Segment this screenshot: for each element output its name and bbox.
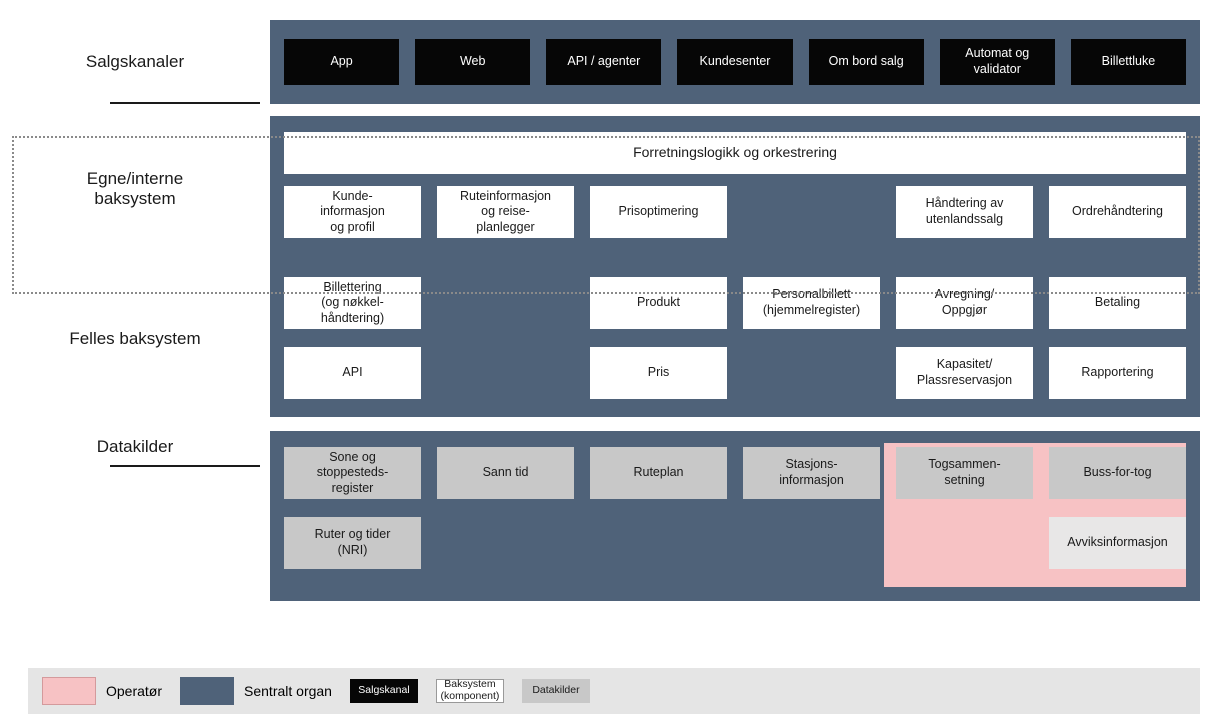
- panel-datakilder: Sone og stoppesteds‐ register Sann tid R…: [270, 431, 1200, 601]
- label-text: Salgskanaler: [86, 52, 184, 72]
- box-kundeinfo: Kunde‐ informasjon og profil: [284, 186, 421, 238]
- box-billettering: Billettering (og nøkkel‐ håndtering): [284, 277, 421, 329]
- label-datakilder: Datakilder: [0, 431, 270, 601]
- row-datakilder: Datakilder Sone og stoppesteds‐ register…: [0, 431, 1222, 601]
- row-egne: Egne/interne baksystem Forretningslogikk…: [0, 116, 1222, 262]
- label-felles: Felles baksystem: [0, 262, 270, 416]
- box-togsammensetning: Togsammen‐ setning: [896, 447, 1033, 499]
- box-personalbillett: Personalbillett (hjemmelregister): [743, 277, 880, 329]
- row-salgskanaler: Salgskanaler App Web API / agenter Kunde…: [0, 20, 1222, 104]
- box-forretningslogikk: Forretningslogikk og orkestrering: [284, 132, 1186, 174]
- box-kapasitet: Kapasitet/ Plassreservasjon: [896, 347, 1033, 399]
- box-api: API: [284, 347, 421, 399]
- legend-label: Operatør: [106, 683, 162, 699]
- box-avregning: Avregning/ Oppgjør: [896, 277, 1033, 329]
- box-ordrehandtering: Ordrehåndtering: [1049, 186, 1186, 238]
- box-avviksinfo: Avviksinformasjon: [1049, 517, 1186, 569]
- box-om-bord-salg: Om bord salg: [809, 39, 924, 85]
- boxes-egne: Forretningslogikk og orkestrering Kunde‐…: [284, 132, 1186, 238]
- panel-salgskanaler: App Web API / agenter Kundesenter Om bor…: [270, 20, 1200, 104]
- legend-operator: Operatør: [42, 677, 162, 705]
- legend-baksystem: Baksystem (komponent): [436, 679, 504, 703]
- box-app: App: [284, 39, 399, 85]
- box-betaling: Betaling: [1049, 277, 1186, 329]
- box-ruter-tider: Ruter og tider (NRI): [284, 517, 421, 569]
- box-kundesenter: Kundesenter: [677, 39, 792, 85]
- box-produkt: Produkt: [590, 277, 727, 329]
- box-rapportering: Rapportering: [1049, 347, 1186, 399]
- label-text: Datakilder: [97, 437, 174, 457]
- label-text: Egne/interne baksystem: [87, 169, 183, 209]
- underline: [110, 102, 260, 104]
- box-pris: Pris: [590, 347, 727, 399]
- swatch-salgskanal: Salgskanal: [350, 679, 418, 703]
- swatch-operator: [42, 677, 96, 705]
- box-utenlandssalg: Håndtering av utenlandssalg: [896, 186, 1033, 238]
- box-ruteinfo: Ruteinformasjon og reise‐ planlegger: [437, 186, 574, 238]
- box-stasjonsinfo: Stasjons‐ informasjon: [743, 447, 880, 499]
- label-egne: Egne/interne baksystem: [0, 116, 270, 262]
- box-sone-stoppested: Sone og stoppesteds‐ register: [284, 447, 421, 499]
- boxes-datakilder: Sone og stoppesteds‐ register Sann tid R…: [284, 447, 1186, 569]
- swatch-baksystem: Baksystem (komponent): [436, 679, 504, 703]
- legend-salgskanal: Salgskanal: [350, 679, 418, 703]
- label-text: Felles baksystem: [69, 329, 200, 349]
- row-felles: Felles baksystem Billettering (og nøkkel…: [0, 262, 1222, 417]
- swatch-sentralt: [180, 677, 234, 705]
- box-buss-for-tog: Buss-for-tog: [1049, 447, 1186, 499]
- boxes-salgskanaler: App Web API / agenter Kundesenter Om bor…: [284, 39, 1186, 85]
- legend-sentralt: Sentralt organ: [180, 677, 332, 705]
- box-api-agenter: API / agenter: [546, 39, 661, 85]
- underline: [110, 465, 260, 467]
- box-ruteplan: Ruteplan: [590, 447, 727, 499]
- swatch-datakilder: Datakilder: [522, 679, 590, 703]
- box-web: Web: [415, 39, 530, 85]
- box-billettluke: Billettluke: [1071, 39, 1186, 85]
- legend-label: Sentralt organ: [244, 683, 332, 699]
- box-sann-tid: Sann tid: [437, 447, 574, 499]
- legend: Operatør Sentralt organ Salgskanal Baksy…: [28, 668, 1200, 714]
- label-salgskanaler: Salgskanaler: [0, 20, 270, 104]
- panel-felles: Billettering (og nøkkel‐ håndtering) Pro…: [270, 261, 1200, 417]
- box-automat-validator: Automat og validator: [940, 39, 1055, 85]
- diagram-root: Salgskanaler App Web API / agenter Kunde…: [0, 20, 1222, 724]
- legend-datakilder: Datakilder: [522, 679, 590, 703]
- box-prisoptimering: Prisoptimering: [590, 186, 727, 238]
- boxes-felles: Billettering (og nøkkel‐ håndtering) Pro…: [284, 277, 1186, 399]
- panel-egne: Forretningslogikk og orkestrering Kunde‐…: [270, 116, 1200, 262]
